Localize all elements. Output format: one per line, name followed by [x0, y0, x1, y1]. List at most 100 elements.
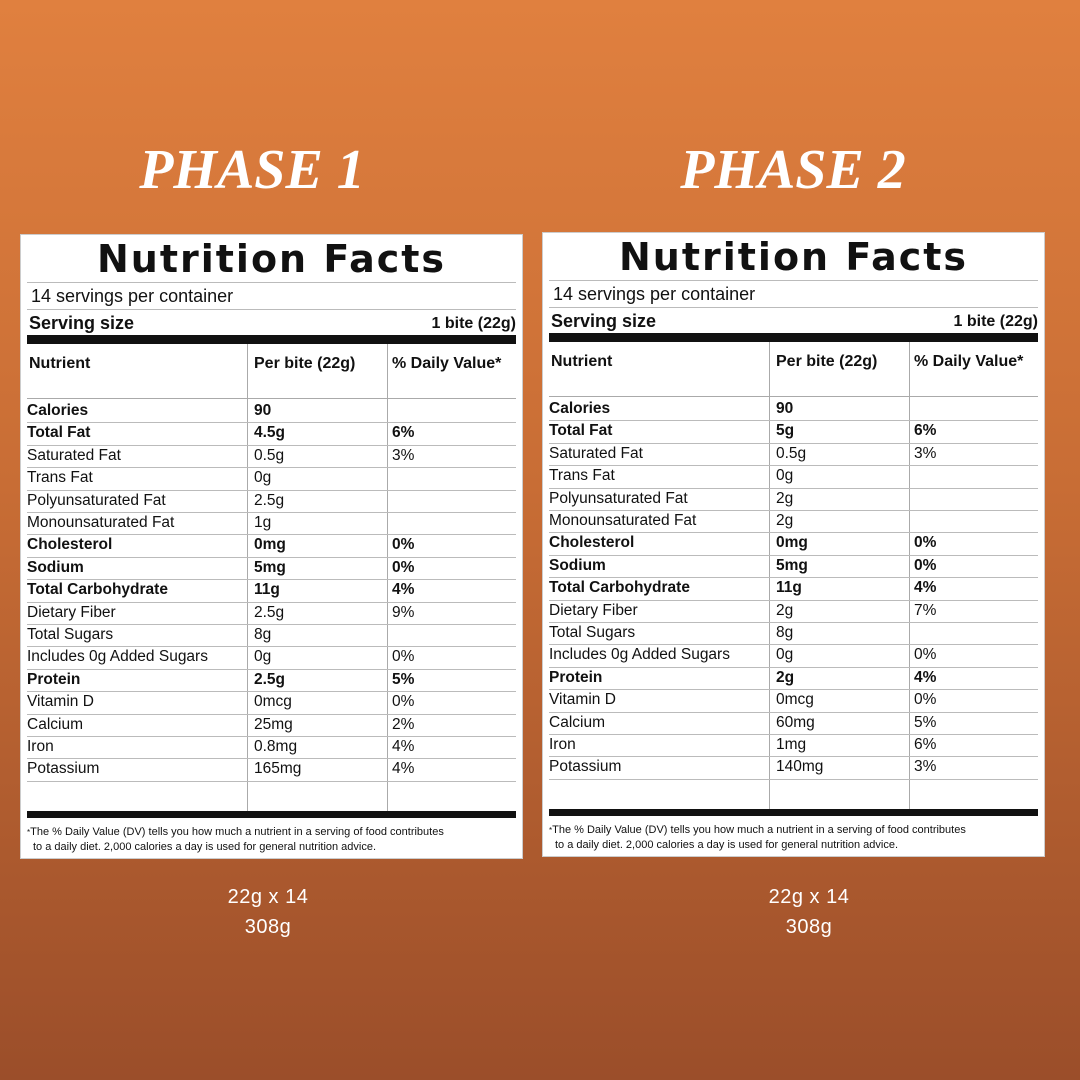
weight-line: 308g: [244, 916, 292, 938]
serving-size-value: 1 bite (22g): [431, 315, 516, 332]
nutrient-name: Protein: [549, 668, 603, 686]
daily-value: 2%: [392, 715, 415, 733]
serving-size-label: Serving size: [29, 313, 135, 333]
daily-value: 7%: [914, 601, 937, 619]
footnote: *The % Daily Value (DV) tells you how mu…: [549, 824, 966, 836]
row-rule: [549, 577, 1038, 579]
nutrient-amount: 165mg: [254, 760, 302, 778]
row-rule: [549, 465, 1038, 467]
nutrient-name: Includes 0g Added Sugars: [27, 648, 208, 666]
nutrient-name: Calories: [549, 400, 611, 417]
thick-bar: [549, 809, 1038, 816]
nutrient-name: Sodium: [27, 558, 84, 576]
daily-value: 0%: [392, 558, 415, 576]
nutrient-amount: 5mg: [254, 558, 286, 576]
nutrient-name: Iron: [27, 738, 54, 755]
nutrient-amount: 11g: [254, 581, 280, 599]
nutrient-name: Cholesterol: [549, 534, 635, 552]
nutrient-name: Protein: [27, 670, 81, 688]
daily-value: 4%: [392, 760, 415, 778]
nutrient-name: Calcium: [549, 713, 605, 731]
nutrient-amount: 0.5g: [776, 444, 807, 462]
nutrient-amount: 4.5g: [254, 424, 286, 442]
row-rule: [27, 556, 516, 558]
col-divider: [769, 342, 770, 811]
nutrient-name: Calcium: [27, 715, 83, 733]
weight-line: 308g: [785, 916, 833, 938]
asterisk: *: [549, 826, 553, 835]
rule: [549, 280, 1038, 281]
daily-value: 3%: [914, 444, 937, 462]
nutrient-name: Vitamin D: [27, 693, 94, 711]
daily-value: 6%: [392, 424, 415, 442]
nutrient-name: Total Carbohydrate: [549, 579, 690, 597]
nutrient-name: Saturated Fat: [549, 444, 643, 462]
footnote: *The % Daily Value (DV) tells you how mu…: [27, 826, 444, 838]
asterisk: *: [27, 828, 31, 837]
nutrient-name: Sodium: [549, 556, 606, 574]
thick-bar: [27, 811, 516, 818]
daily-value: 0%: [392, 536, 415, 554]
nutrient-name: Polyunsaturated Fat: [27, 491, 166, 509]
row-rule: [549, 689, 1038, 691]
label-heading: Nutrition Facts: [618, 235, 969, 279]
column-header: % Daily Value*: [914, 353, 1024, 370]
column-header: Nutrient: [551, 353, 613, 370]
daily-value: 0%: [392, 648, 415, 666]
row-rule: [27, 601, 516, 603]
nutrient-amount: 2g: [776, 512, 794, 529]
daily-value: 0%: [392, 693, 415, 711]
phase-title: PHASE 1: [139, 139, 365, 201]
nutrient-amount: 60mg: [776, 713, 815, 731]
serving-size-label: Serving size: [551, 311, 657, 331]
row-rule: [27, 422, 516, 424]
nutrient-name: Total Fat: [549, 422, 613, 440]
nutrient-name: Potassium: [27, 760, 100, 778]
nutrient-name: Monounsaturated Fat: [549, 512, 697, 529]
row-rule: [27, 758, 516, 760]
rule: [549, 396, 1038, 397]
nutrient-name: Polyunsaturated Fat: [549, 489, 688, 507]
thick-bar: [549, 333, 1038, 342]
row-rule: [549, 666, 1038, 668]
label-heading: Nutrition Facts: [96, 237, 447, 281]
col-divider: [247, 344, 248, 813]
nutrient-amount: 1g: [254, 514, 272, 531]
nutrient-amount: 2.5g: [254, 670, 286, 688]
nutrient-name: Total Sugars: [27, 626, 114, 643]
nutrition-label: Nutrition Facts 14 servings per container…: [20, 234, 523, 859]
nutrient-amount: 8g: [254, 626, 272, 643]
rule: [27, 309, 516, 310]
column-header: Per bite (22g): [254, 355, 356, 372]
nutrient-amount: 25mg: [254, 715, 293, 733]
nutrient-name: Potassium: [549, 758, 622, 776]
row-rule: [549, 510, 1038, 511]
daily-value: 0%: [914, 556, 937, 574]
row-rule: [549, 442, 1038, 444]
row-rule: [27, 624, 516, 625]
row-rule: [549, 487, 1038, 489]
nutrient-amount: 8g: [776, 624, 794, 641]
row-rule: [549, 711, 1038, 713]
nutrition-label: Nutrition Facts 14 servings per container…: [542, 232, 1045, 857]
nutrient-amount: 0.5g: [254, 446, 285, 464]
row-rule: [549, 622, 1038, 623]
daily-value: 4%: [392, 581, 415, 599]
nutrient-name: Trans Fat: [549, 467, 615, 485]
daily-value: 6%: [914, 736, 937, 753]
nutrient-name: Total Fat: [27, 424, 91, 442]
row-rule: [27, 646, 516, 648]
row-rule: [549, 532, 1038, 534]
col-divider: [387, 344, 388, 813]
row-rule: [27, 489, 516, 491]
col-divider: [909, 342, 910, 811]
row-rule: [27, 736, 516, 737]
phase-title: PHASE 2: [680, 139, 906, 201]
nutrient-name: Iron: [549, 736, 576, 753]
weight-line: 22g x 14: [227, 886, 309, 908]
nutrient-amount: 2.5g: [254, 491, 285, 509]
nutrient-amount: 0mcg: [254, 693, 292, 711]
daily-value: 0%: [914, 691, 937, 709]
daily-value: 4%: [914, 579, 937, 597]
